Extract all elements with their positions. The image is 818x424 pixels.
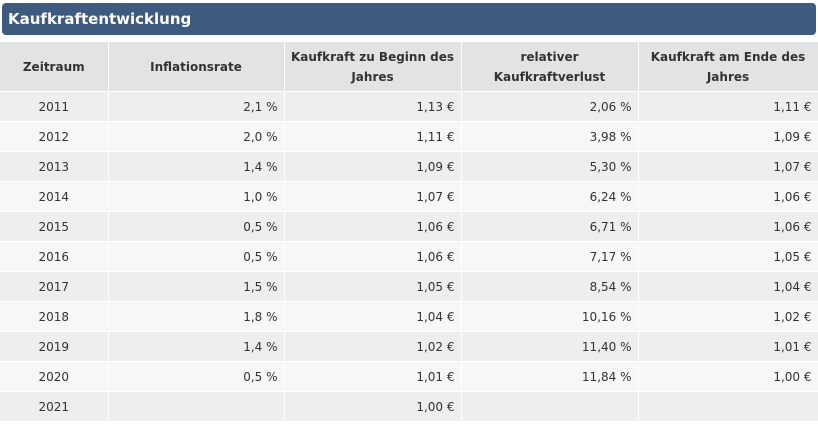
cell-zeitraum: 2018 [0,301,109,332]
cell-zeitraum: 2021 [0,391,109,421]
table-row: 2011 2,1 % 1,13 €2,06 % 1,11 € [0,91,818,122]
column-header-zeitraum[interactable]: Zeitraum [0,42,109,92]
cell-kaufkraft-ende: 1,06 € [638,211,818,242]
column-header-kaufkraft-ende[interactable]: Kaufkraft am Ende des Jahres [638,42,818,92]
cell-inflationsrate: 2,1 % [108,91,285,122]
cell-inflationsrate: 2,0 % [108,121,285,152]
column-header-inflationsrate[interactable]: Inflationsrate [108,42,285,92]
column-header-kaufkraft-beginn[interactable]: Kaufkraft zu Beginn des Jahres [284,42,462,92]
cell-kaufkraftverlust: 10,16 % [461,301,639,332]
cell-inflationsrate: 1,0 % [108,181,285,212]
cell-zeitraum: 2015 [0,211,109,242]
cell-zeitraum: 2017 [0,271,109,302]
cell-kaufkraft-beginn: 1,04 € [284,301,462,332]
cell-kaufkraft-ende: 1,05 € [638,241,818,272]
cell-kaufkraftverlust: 6,71 % [461,211,639,242]
table-row: 2015 0,5 % 1,06 €6,71 % 1,06 € [0,211,818,242]
cell-kaufkraft-beginn: 1,07 € [284,181,462,212]
cell-zeitraum: 2011 [0,91,109,122]
cell-inflationsrate: 0,5 % [108,361,285,392]
cell-kaufkraft-beginn: 1,06 € [284,241,462,272]
cell-kaufkraftverlust: 5,30 % [461,151,639,182]
column-header-kaufkraftverlust[interactable]: relativer Kaufkraftverlust [461,42,639,92]
cell-kaufkraft-ende: 1,11 € [638,91,818,122]
cell-zeitraum: 2013 [0,151,109,182]
cell-zeitraum: 2019 [0,331,109,362]
cell-inflationsrate: 1,4 % [108,331,285,362]
cell-kaufkraftverlust: 11,40 % [461,331,639,362]
cell-kaufkraft-beginn: 1,11 € [284,121,462,152]
cell-inflationsrate: 1,4 % [108,151,285,182]
table-row: 2016 0,5 % 1,06 €7,17 % 1,05 € [0,241,818,272]
cell-kaufkraft-ende [638,391,818,421]
table-row: 2014 1,0 % 1,07 €6,24 % 1,06 € [0,181,818,212]
cell-inflationsrate: 1,5 % [108,271,285,302]
cell-kaufkraftverlust: 11,84 % [461,361,639,392]
cell-kaufkraftverlust: 7,17 % [461,241,639,272]
cell-inflationsrate [108,391,285,421]
table-row: 2013 1,4 % 1,09 €5,30 % 1,07 € [0,151,818,182]
cell-kaufkraft-ende: 1,00 € [638,361,818,392]
cell-kaufkraft-ende: 1,02 € [638,301,818,332]
cell-zeitraum: 2020 [0,361,109,392]
table-row: 2012 2,0 % 1,11 €3,98 % 1,09 € [0,121,818,152]
cell-kaufkraft-beginn: 1,05 € [284,271,462,302]
cell-kaufkraft-beginn: 1,02 € [284,331,462,362]
table-row: 2019 1,4 % 1,02 €11,40 % 1,01 € [0,331,818,362]
cell-inflationsrate: 1,8 % [108,301,285,332]
cell-kaufkraft-ende: 1,06 € [638,181,818,212]
table-row: 2018 1,8 % 1,04 €10,16 % 1,02 € [0,301,818,332]
cell-kaufkraft-beginn: 1,00 € [284,391,462,421]
cell-kaufkraft-beginn: 1,01 € [284,361,462,392]
cell-kaufkraft-ende: 1,07 € [638,151,818,182]
cell-kaufkraftverlust: 6,24 % [461,181,639,212]
cell-kaufkraft-ende: 1,01 € [638,331,818,362]
table-header-row: Zeitraum Inflationsrate Kaufkraft zu Beg… [0,42,818,92]
cell-kaufkraft-beginn: 1,06 € [284,211,462,242]
cell-inflationsrate: 0,5 % [108,211,285,242]
cell-zeitraum: 2014 [0,181,109,212]
panel-title: Kaufkraftentwicklung [8,10,192,28]
table-row: 2017 1,5 % 1,05 €8,54 % 1,04 € [0,271,818,302]
cell-kaufkraft-ende: 1,04 € [638,271,818,302]
cell-inflationsrate: 0,5 % [108,241,285,272]
table-row: 2021 1,00 € [0,391,818,421]
cell-kaufkraftverlust: 3,98 % [461,121,639,152]
panel-header: Kaufkraftentwicklung [2,3,816,35]
cell-kaufkraft-ende: 1,09 € [638,121,818,152]
table-row: 2020 0,5 % 1,01 €11,84 % 1,00 € [0,361,818,392]
kaufkraft-table: Zeitraum Inflationsrate Kaufkraft zu Beg… [0,42,818,421]
cell-kaufkraftverlust: 2,06 % [461,91,639,122]
cell-kaufkraft-beginn: 1,09 € [284,151,462,182]
cell-zeitraum: 2012 [0,121,109,152]
cell-kaufkraft-beginn: 1,13 € [284,91,462,122]
cell-kaufkraftverlust: 8,54 % [461,271,639,302]
cell-kaufkraftverlust [461,391,639,421]
cell-zeitraum: 2016 [0,241,109,272]
